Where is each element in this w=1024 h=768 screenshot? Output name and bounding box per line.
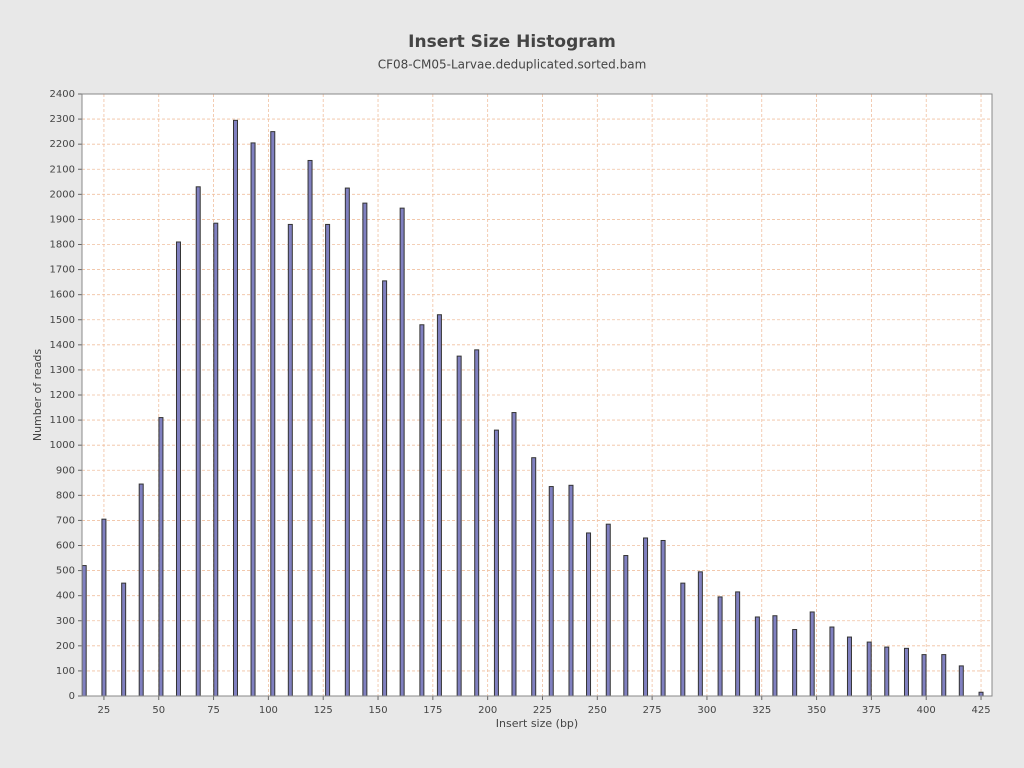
bar — [568, 484, 574, 697]
y-tick-label: 1600 — [50, 290, 75, 301]
y-tick-label: 900 — [56, 465, 75, 476]
y-tick-label: 1800 — [50, 240, 75, 251]
bar — [270, 131, 276, 697]
plot-border — [81, 93, 993, 697]
bar — [287, 223, 293, 697]
x-tick-label: 175 — [423, 705, 442, 716]
y-tick-label: 1200 — [50, 390, 75, 401]
y-tick-label: 0 — [69, 691, 75, 702]
bar — [846, 636, 852, 697]
bar — [866, 641, 872, 697]
bar — [829, 626, 835, 697]
x-tick-label: 425 — [971, 705, 990, 716]
bar — [643, 537, 649, 697]
bar — [680, 582, 686, 697]
y-tick-label: 1500 — [50, 315, 75, 326]
bar — [474, 349, 480, 697]
chart-subtitle: CF08-CM05-Larvae.deduplicated.sorted.bam — [378, 58, 647, 72]
y-tick-label: 2300 — [50, 114, 75, 125]
y-tick-label: 400 — [56, 591, 75, 602]
bar — [605, 523, 611, 697]
bar — [121, 582, 127, 697]
bar — [884, 646, 890, 697]
y-tick-label: 1700 — [50, 265, 75, 276]
bar — [419, 324, 425, 697]
y-tick-label: 700 — [56, 515, 75, 526]
x-tick-label: 350 — [807, 705, 826, 716]
bar — [717, 596, 723, 697]
x-tick-label: 25 — [98, 705, 111, 716]
y-tick-label: 300 — [56, 616, 75, 627]
bar — [382, 280, 388, 697]
x-tick-label: 325 — [752, 705, 771, 716]
x-tick-label: 225 — [533, 705, 552, 716]
x-tick-label: 400 — [917, 705, 936, 716]
x-tick-label: 50 — [152, 705, 165, 716]
bar — [250, 142, 256, 697]
y-tick-label: 2400 — [50, 89, 75, 100]
y-tick-label: 1000 — [50, 440, 75, 451]
x-tick-label: 100 — [259, 705, 278, 716]
bar — [101, 518, 107, 697]
bar — [772, 615, 778, 697]
bar — [362, 202, 368, 697]
chart-title: Insert Size Histogram — [408, 32, 616, 52]
y-tick-label: 2000 — [50, 189, 75, 200]
bar — [754, 616, 760, 697]
x-tick-label: 125 — [314, 705, 333, 716]
bar — [586, 532, 592, 697]
y-axis-label: Number of reads — [31, 349, 44, 442]
bar — [511, 412, 517, 697]
y-tick-label: 1100 — [50, 415, 75, 426]
bar — [493, 429, 499, 697]
bar — [697, 571, 703, 697]
bar — [809, 611, 815, 697]
bar — [456, 355, 462, 697]
y-tick-label: 2200 — [50, 139, 75, 150]
y-tick-label: 100 — [56, 666, 75, 677]
y-tick-label: 800 — [56, 490, 75, 501]
y-tick-label: 2100 — [50, 164, 75, 175]
bar — [978, 691, 984, 697]
bar — [903, 647, 909, 697]
bar — [660, 539, 666, 697]
bar — [623, 555, 629, 697]
y-tick-label: 1300 — [50, 365, 75, 376]
bar — [531, 457, 537, 697]
bar — [436, 314, 442, 697]
bar — [195, 186, 201, 697]
bar — [138, 483, 144, 697]
x-tick-label: 300 — [697, 705, 716, 716]
bar — [548, 486, 554, 697]
y-tick-label: 200 — [56, 641, 75, 652]
x-axis-label: Insert size (bp) — [496, 717, 578, 730]
bar — [921, 654, 927, 697]
bar — [735, 591, 741, 697]
x-tick-label: 200 — [478, 705, 497, 716]
bar — [399, 207, 405, 697]
x-tick-label: 250 — [588, 705, 607, 716]
bar — [158, 417, 164, 697]
bar — [344, 187, 350, 697]
y-tick-label: 1400 — [50, 340, 75, 351]
bar — [792, 629, 798, 697]
y-tick-label: 1900 — [50, 214, 75, 225]
bar — [325, 223, 331, 697]
bar — [941, 654, 947, 697]
bar — [81, 565, 87, 697]
x-tick-label: 275 — [643, 705, 662, 716]
y-tick-label: 500 — [56, 566, 75, 577]
bar — [175, 241, 181, 697]
y-tick-label: 600 — [56, 541, 75, 552]
bar — [307, 159, 313, 697]
x-tick-label: 375 — [862, 705, 881, 716]
bar — [232, 119, 238, 697]
bar — [213, 222, 219, 697]
bar — [958, 665, 964, 697]
x-tick-label: 150 — [368, 705, 387, 716]
x-tick-label: 75 — [207, 705, 220, 716]
